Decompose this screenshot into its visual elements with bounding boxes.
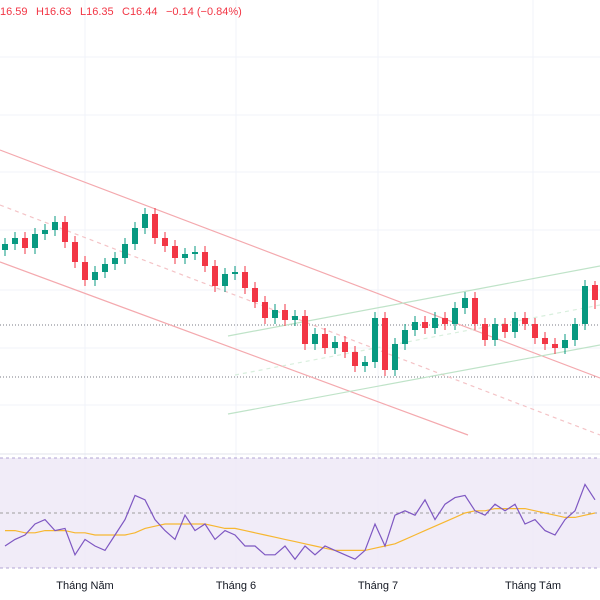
candle-body [202, 252, 208, 266]
candle-body [502, 324, 508, 332]
candle-body [352, 352, 358, 366]
channel-mid [0, 204, 600, 436]
candle-body [372, 318, 378, 362]
candle-body [412, 322, 418, 330]
x-tick-label: Tháng 6 [216, 580, 256, 592]
candle-body [12, 238, 18, 244]
candle-body [542, 338, 548, 344]
candle-body [192, 252, 198, 254]
candle-body [392, 344, 398, 370]
candle-body [362, 362, 368, 366]
x-tick-label: Tháng 7 [358, 580, 398, 592]
channel-line [227, 265, 600, 337]
header: 16.59 H16.63 L16.35 C16.44 −0.14 (−0.84%… [0, 6, 242, 18]
legend-change: −0.14 (−0.84%) [166, 6, 242, 18]
candle-body [72, 242, 78, 262]
candle-body [222, 274, 228, 286]
candle-body [62, 222, 68, 242]
legend-low: L16.35 [80, 6, 114, 18]
candle-body [172, 246, 178, 258]
candle-body [262, 302, 268, 318]
channel-line [227, 344, 600, 415]
candle-body [482, 324, 488, 340]
candle-body [232, 272, 238, 274]
x-tick-label: Tháng Tám [505, 580, 561, 592]
candle-body [342, 342, 348, 352]
candle-body [382, 318, 388, 370]
candle-body [322, 334, 328, 348]
candle-body [282, 310, 288, 320]
candle-body [82, 262, 88, 280]
candle-body [492, 324, 498, 340]
legend-close: C16.44 [122, 6, 157, 18]
candle-body [2, 244, 8, 250]
candle-body [552, 344, 558, 348]
candle-body [182, 254, 188, 258]
candle-body [212, 266, 218, 286]
legend-high: H16.63 [36, 6, 71, 18]
candle-body [112, 258, 118, 264]
candle-body [132, 228, 138, 244]
candle-body [102, 264, 108, 272]
candle-body [442, 318, 448, 324]
candle-body [142, 214, 148, 228]
candle-body [92, 272, 98, 280]
candle-body [252, 288, 258, 302]
candle-body [272, 310, 278, 318]
candle-body [562, 340, 568, 348]
candle-body [32, 234, 38, 248]
candle-body [332, 342, 338, 348]
candle-body [582, 286, 588, 324]
candle-body [402, 330, 408, 344]
candle-body [302, 316, 308, 344]
candle-body [452, 308, 458, 324]
channel-line [0, 261, 469, 436]
candle-body [122, 244, 128, 258]
candle-body [152, 214, 158, 238]
candle-body [162, 238, 168, 246]
candle-body [22, 238, 28, 248]
candle-body [432, 318, 438, 328]
candle-body [522, 318, 528, 324]
candle-body [572, 324, 578, 340]
rsi-line [4, 483, 596, 561]
candle-body [462, 298, 468, 308]
candle-body [42, 230, 48, 234]
candle-body [532, 324, 538, 338]
candle-body [472, 298, 478, 324]
candle-body [512, 318, 518, 332]
candle-body [52, 222, 58, 230]
candle-body [292, 316, 298, 320]
rsi-ma-line [5, 508, 596, 552]
channel-mid [234, 304, 600, 376]
candle-body [242, 272, 248, 288]
x-tick-label: Tháng Năm [56, 580, 113, 592]
candle-body [312, 334, 318, 344]
candle-body [422, 322, 428, 328]
channel-line [0, 149, 600, 379]
drawings [0, 149, 600, 436]
legend-open: 16.59 [0, 6, 28, 18]
candle-body [592, 285, 598, 300]
